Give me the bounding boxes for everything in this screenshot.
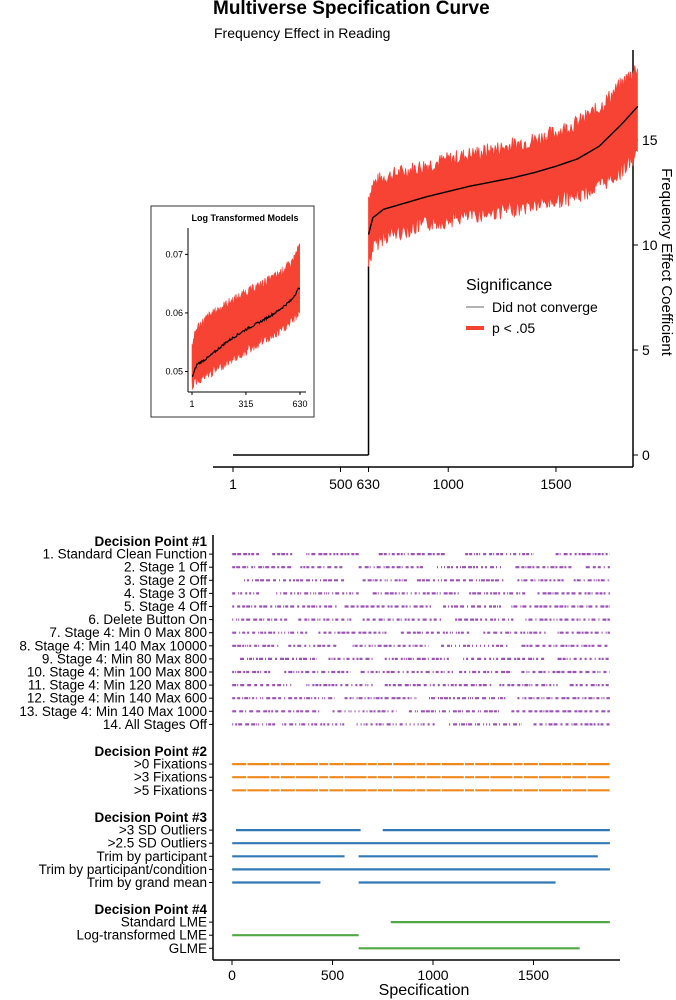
row-label: 14. All Stages Off	[103, 717, 207, 732]
row-label: Standard LME	[121, 915, 207, 930]
row-label: >2.5 SD Outliers	[108, 836, 208, 851]
legend-label-significant: p < .05	[492, 320, 535, 336]
ci-band-area	[368, 65, 638, 268]
inset-x-tick-label: 315	[238, 399, 253, 409]
specification-matrix-panel: 0 500 1000 1500 Specification Decision Point …	[19, 534, 620, 999]
row-label: 13. Stage 4: Min 140 Max 1000	[19, 704, 207, 719]
row-label: >5 Fixations	[134, 783, 207, 798]
y-tick-label: 10	[642, 237, 658, 253]
y-tick-label: 5	[642, 342, 650, 358]
row-label: Log-transformed LME	[76, 928, 207, 943]
chart-subtitle: Frequency Effect in Reading	[214, 25, 391, 41]
inset-y-tick-label: 0.07	[165, 249, 183, 259]
x-tick-label: 500	[329, 476, 353, 492]
inset-title: Log Transformed Models	[191, 213, 298, 223]
row-label: 4. Stage 3 Off	[124, 586, 207, 601]
inset-y-tick-label: 0.05	[165, 367, 183, 377]
matrix-x-tick-label: 1000	[417, 967, 448, 983]
legend-title: Significance	[466, 277, 552, 294]
x-tick-label: 1500	[540, 476, 571, 492]
matrix-x-tick-label: 1500	[518, 967, 549, 983]
y-tick-label: 15	[642, 132, 658, 148]
row-label: Trim by grand mean	[87, 875, 207, 890]
x-tick-label: 630	[357, 476, 381, 492]
row-label: 8. Stage 4: Min 140 Max 10000	[19, 638, 207, 653]
y-axis-title: Frequency Effect Coefficient	[658, 168, 675, 357]
row-label: >3 SD Outliers	[119, 823, 207, 838]
legend: Significance Did not converge p < .05	[466, 277, 598, 336]
row-label: 6. Delete Button On	[88, 612, 207, 627]
matrix-x-tick-label: 500	[321, 967, 345, 983]
row-label: >3 Fixations	[134, 770, 207, 785]
matrix-x-axis-title: Specification	[379, 982, 470, 999]
inset-panel: Log Transformed Models 0.05 0.06 0.07 1 315 63…	[150, 205, 315, 418]
group-title: Decision Point #4	[94, 902, 207, 917]
inset-y-tick-label: 0.06	[165, 308, 183, 318]
row-label: GLME	[169, 941, 207, 956]
row-label: Trim by participant	[96, 849, 207, 864]
chart-title: Multiverse Specification Curve	[213, 0, 490, 19]
estimate-line	[367, 105, 639, 235]
row-label: Trim by participant/condition	[39, 862, 207, 877]
matrix-x-tick-label: 0	[228, 967, 236, 983]
row-label: 9. Stage 4: Min 80 Max 800	[42, 651, 207, 666]
row-label: 2. Stage 1 Off	[124, 560, 207, 575]
x-tick-label: 1000	[433, 476, 464, 492]
row-label: 12. Stage 4: Min 140 Max 600	[27, 691, 207, 706]
y-tick-label: 0	[642, 447, 650, 463]
group-title: Decision Point #3	[94, 810, 207, 825]
row-label: >0 Fixations	[134, 757, 207, 772]
inset-ci-band	[191, 243, 300, 390]
row-label: 7. Stage 4: Min 0 Max 800	[49, 625, 207, 640]
row-label: 3. Stage 2 Off	[124, 573, 207, 588]
x-tick-label: 1	[229, 476, 237, 492]
row-label: 11. Stage 4: Min 120 Max 800	[28, 678, 207, 693]
group-title: Decision Point #2	[94, 744, 207, 759]
row-label: 1. Standard Clean Function	[43, 547, 207, 562]
legend-label-not-converged: Did not converge	[492, 299, 598, 315]
row-label: 10. Stage 4: Min 100 Max 800	[27, 665, 207, 680]
inset-estimate-line	[191, 287, 301, 378]
row-label: 5. Stage 4 Off	[124, 599, 207, 614]
group-title: Decision Point #1	[94, 534, 207, 549]
inset-x-tick-label: 630	[292, 399, 307, 409]
inset-x-tick-label: 1	[189, 399, 194, 409]
